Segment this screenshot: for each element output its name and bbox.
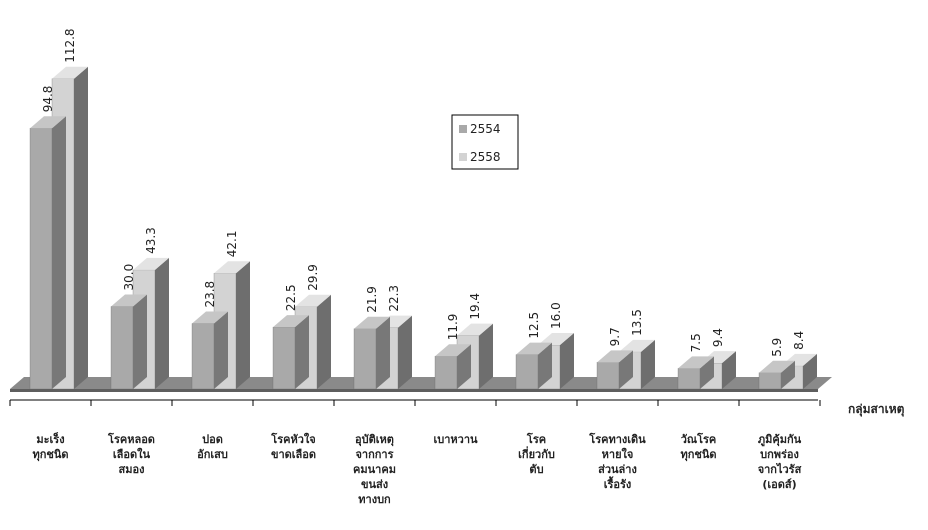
bars	[29, 66, 817, 390]
bar-2554-4	[353, 316, 390, 390]
bar-2554-1	[110, 294, 147, 390]
floor-front	[10, 389, 818, 392]
value-label-2558-5: 19.4	[468, 293, 482, 320]
value-label-2558-1: 43.3	[144, 227, 158, 254]
category-label-9: ภูมิคุ้มกันบกพร่องจากไวรัส(เอดส์)	[758, 433, 802, 491]
category-label-1: โรคหลอดเลือดในสมอง	[107, 432, 155, 476]
bar-2554-7	[596, 350, 633, 390]
category-labels: มะเร็งทุกชนิด โรคหลอดเลือดในสมอง ปอดอักเสบ…	[32, 432, 801, 506]
value-label-2554-0: 94.8	[41, 86, 55, 113]
bar-2554-3	[272, 315, 309, 390]
category-label-5: เบาหวาน	[433, 433, 478, 446]
value-label-2558-9: 8.4	[792, 331, 806, 350]
value-label-2558-0: 112.8	[63, 28, 77, 62]
category-label-8: วัณโรคทุกชนิด	[680, 432, 716, 462]
category-label-2: ปอดอักเสบ	[197, 433, 228, 461]
value-label-2554-7: 9.7	[608, 327, 622, 346]
value-label-2554-2: 23.8	[203, 281, 217, 308]
bar-2554-6	[515, 342, 552, 390]
value-labels: 112.8 94.8 43.3 30.0 42.1 23.8 29.9 22.5 22.3 21.…	[41, 28, 806, 356]
category-label-7: โรคทางเดินหายใจส่วนล่างเรื้อรัง	[588, 432, 646, 491]
category-label-3: โรคหัวใจขาดเลือด	[270, 432, 316, 461]
category-label-4: อุบัติเหตุจากการคมนาคมขนส่งทางบก	[353, 433, 396, 506]
bar-2554-2	[191, 311, 228, 390]
legend-label-2554: 2554	[470, 122, 501, 136]
value-label-2558-8: 9.4	[711, 328, 725, 347]
value-label-2554-6: 12.5	[527, 312, 541, 339]
value-label-2558-7: 13.5	[630, 309, 644, 336]
value-label-2558-2: 42.1	[225, 231, 239, 258]
legend-swatch-2554	[459, 125, 467, 133]
bar-2554-8	[677, 356, 714, 390]
x-axis-title: กลุ่มสาเหตุ	[848, 402, 905, 417]
category-label-0: มะเร็งทุกชนิด	[32, 432, 68, 462]
category-label-6: โรคเกี่ยวกับตับ	[518, 432, 555, 476]
legend: 2554 2558	[451, 114, 519, 170]
legend-swatch-2558	[459, 153, 467, 161]
value-label-2558-3: 29.9	[306, 264, 320, 291]
legend-label-2558: 2558	[470, 150, 501, 164]
value-label-2558-4: 22.3	[387, 285, 401, 312]
value-label-2554-4: 21.9	[365, 286, 379, 313]
bar-2554-5	[434, 344, 471, 390]
value-label-2554-9: 5.9	[770, 338, 784, 357]
bar-2554-0	[29, 116, 66, 390]
x-axis	[9, 399, 821, 406]
bar-2554-9	[758, 360, 795, 390]
value-label-2554-5: 11.9	[446, 314, 460, 341]
value-label-2554-8: 7.5	[689, 333, 703, 352]
value-label-2558-6: 16.0	[549, 302, 563, 329]
value-label-2554-1: 30.0	[122, 264, 136, 291]
value-label-2554-3: 22.5	[284, 284, 298, 311]
